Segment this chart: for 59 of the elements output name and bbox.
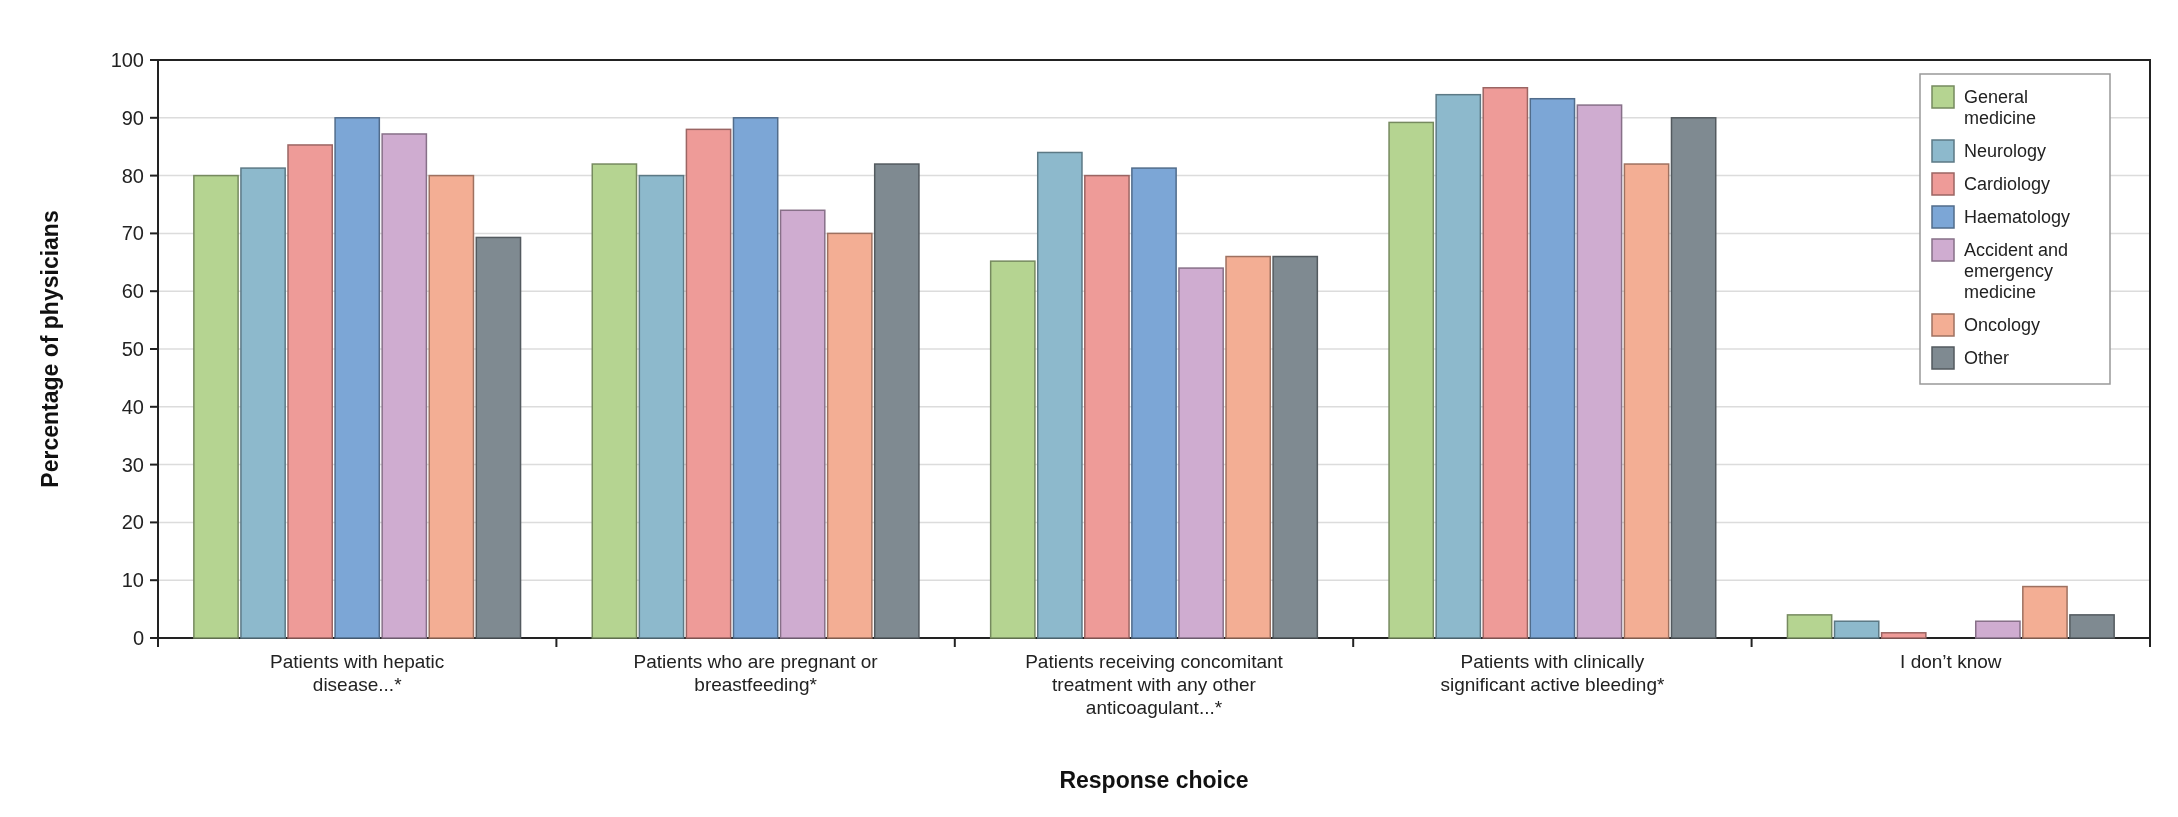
bar xyxy=(1833,620,1880,639)
bar xyxy=(1225,255,1272,639)
bar xyxy=(1272,255,1319,639)
bar xyxy=(1576,104,1623,639)
bar xyxy=(1670,117,1717,639)
bar xyxy=(685,128,732,639)
bar xyxy=(779,209,826,639)
bar xyxy=(428,174,475,639)
legend-label: Haematology xyxy=(1964,207,2071,227)
y-tick-label: 40 xyxy=(121,395,144,418)
bar xyxy=(2069,614,2115,639)
y-tick-label: 100 xyxy=(110,49,144,71)
bar xyxy=(1975,620,2021,639)
y-tick-label: 0 xyxy=(132,627,144,649)
x-axis-title: Response choice xyxy=(1059,767,1249,793)
bar xyxy=(1036,151,1083,639)
bar xyxy=(240,167,286,639)
x-tick-label: Patients who are pregnant or breastfeeding* xyxy=(633,651,879,695)
y-tick-label: 80 xyxy=(121,164,144,187)
x-tick-label: Patients with hepatic disease...* xyxy=(270,651,445,695)
bar xyxy=(2022,585,2068,639)
bar xyxy=(475,236,522,639)
legend-label: Oncology xyxy=(1964,315,2041,335)
bar xyxy=(193,174,239,639)
legend-label: Neurology xyxy=(1964,141,2047,161)
y-tick-label: 60 xyxy=(121,280,144,303)
x-tick-label: I don’t know xyxy=(1900,651,2002,672)
y-tick-label: 90 xyxy=(121,106,144,129)
bar xyxy=(638,174,685,639)
x-tick-label: Patients with clinically significant active bleeding* xyxy=(1440,651,1665,695)
y-tick-label: 50 xyxy=(121,338,144,360)
y-tick-label: 70 xyxy=(121,222,144,245)
legend-label: General medicine xyxy=(1964,87,2037,128)
bar xyxy=(1084,174,1130,639)
y-tick-label: 30 xyxy=(121,453,144,476)
legend-label: Accident and emergency medicine xyxy=(1964,240,2069,302)
y-axis-title: Percentage of physicians xyxy=(37,210,63,488)
y-tick-label: 20 xyxy=(121,511,144,534)
bar xyxy=(1435,93,1482,639)
bar xyxy=(381,133,428,639)
bar xyxy=(1786,614,1833,639)
y-tick-label: 10 xyxy=(121,569,144,592)
bar xyxy=(1529,97,1576,639)
bar xyxy=(1623,163,1670,639)
bar xyxy=(826,232,873,639)
legend-label: Cardiology xyxy=(1964,174,2051,194)
bar xyxy=(1880,632,1927,639)
x-tick-label: Patients receiving concomitant treatment with any other anticoagulant...* xyxy=(1025,651,1284,718)
bar xyxy=(591,163,638,639)
legend-label: Other xyxy=(1964,348,2010,368)
bar xyxy=(732,117,779,639)
bar xyxy=(334,117,381,639)
bar xyxy=(1388,121,1435,639)
bar xyxy=(1131,167,1177,639)
bar xyxy=(1482,86,1529,639)
bar xyxy=(873,163,920,639)
bar xyxy=(287,144,333,639)
bar xyxy=(1178,267,1224,639)
bar xyxy=(989,260,1036,639)
